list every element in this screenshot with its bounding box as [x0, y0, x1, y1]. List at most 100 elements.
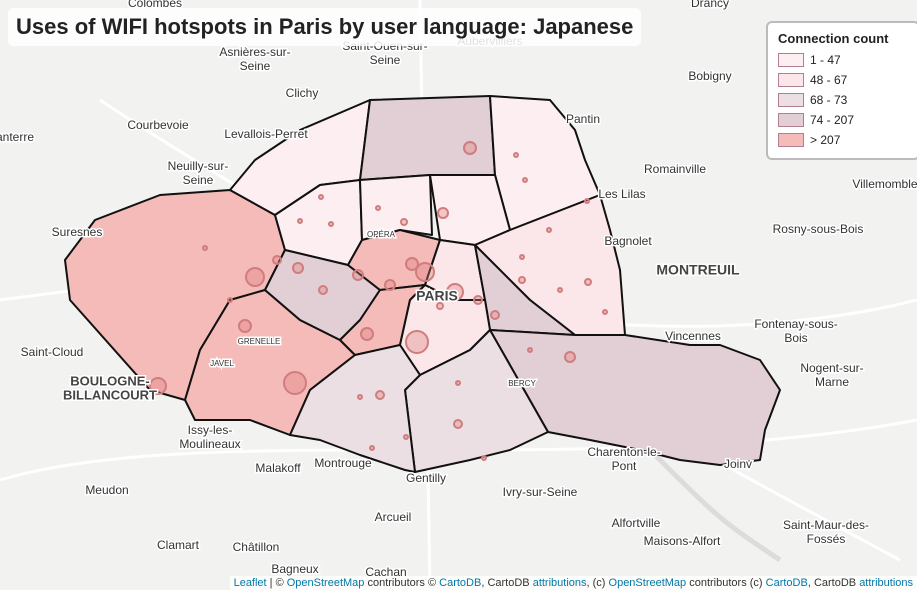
place-label: Romainville	[644, 162, 706, 176]
attribution-text: , CartoDB	[807, 577, 860, 589]
place-label: Rosny-sous-Bois	[773, 222, 864, 236]
place-label: anterre	[0, 130, 34, 144]
attribution-link[interactable]: CartoDB	[765, 577, 808, 589]
place-label: Seine	[240, 59, 271, 73]
hotspot	[292, 262, 304, 274]
hotspot	[490, 310, 500, 320]
hotspot	[473, 295, 483, 305]
place-label: PARIS	[416, 288, 458, 304]
hotspot	[272, 255, 282, 265]
hotspot	[245, 267, 265, 287]
hotspot	[602, 309, 608, 315]
place-label: Asnières-sur-	[219, 45, 290, 59]
attribution-link[interactable]: Leaflet	[233, 577, 267, 589]
place-label: Maisons-Alfort	[644, 534, 721, 548]
place-label: Saint-Maur-des-	[783, 518, 869, 532]
place-label: Charenton-le-	[587, 445, 660, 459]
hotspot	[527, 347, 533, 353]
place-label: OPÉRA	[367, 230, 396, 239]
place-label: Moulineaux	[179, 437, 240, 451]
hotspot	[238, 319, 252, 333]
place-label: Bois	[784, 331, 807, 345]
hotspot	[352, 269, 364, 281]
place-label: MONTREUIL	[656, 262, 740, 278]
hotspot	[584, 278, 592, 286]
legend-swatch	[778, 93, 804, 107]
legend-item: 68 - 73	[778, 90, 908, 110]
place-label: Ivry-sur-Seine	[503, 485, 578, 499]
legend-swatch	[778, 73, 804, 87]
place-label: Bagnolet	[604, 234, 652, 248]
attribution-link[interactable]: CartoDB	[439, 577, 482, 589]
place-label: Montrouge	[314, 456, 372, 470]
hotspot	[149, 377, 167, 395]
place-label: Fossés	[807, 532, 846, 546]
hotspot	[227, 297, 233, 303]
legend-item: 48 - 67	[778, 70, 908, 90]
place-label: Pont	[612, 459, 637, 473]
place-label: Saint-Cloud	[21, 345, 84, 359]
place-label: Colombes	[128, 0, 182, 10]
legend-item: 1 - 47	[778, 50, 908, 70]
attribution-text: contributors (c)	[686, 577, 766, 589]
attribution-text: , CartoDB	[481, 577, 533, 589]
place-label: Les Lilas	[598, 187, 645, 201]
place-label: Clamart	[157, 538, 200, 552]
attribution-link[interactable]: OpenStreetMap	[608, 577, 687, 589]
attribution-link[interactable]: OpenStreetMap	[286, 577, 365, 589]
place-label: Nogent-sur-	[800, 361, 863, 375]
hotspot	[360, 327, 374, 341]
place-label: GRENELLE	[238, 337, 281, 346]
place-label: Seine	[183, 173, 214, 187]
hotspot	[318, 285, 328, 295]
attribution-text: | ©	[266, 577, 287, 589]
hotspot	[405, 257, 419, 271]
place-label: Villemomble	[852, 177, 917, 191]
hotspot	[481, 455, 487, 461]
place-label: Malakoff	[255, 461, 301, 475]
arrondissement	[359, 95, 496, 181]
legend-item: 74 - 207	[778, 110, 908, 130]
legend-label: 68 - 73	[810, 93, 848, 107]
place-label: Bagneux	[271, 562, 318, 576]
hotspot	[584, 198, 590, 204]
hotspot	[375, 390, 385, 400]
hotspot	[557, 287, 563, 293]
hotspot	[455, 380, 461, 386]
place-label: Gentilly	[406, 471, 446, 485]
place-label: Châtillon	[233, 540, 280, 554]
hotspot	[405, 330, 429, 354]
hotspot	[522, 177, 528, 183]
arrondissement	[359, 174, 433, 241]
place-label: Alfortville	[612, 516, 661, 530]
hotspot	[546, 227, 552, 233]
place-label: BERCY	[508, 379, 536, 388]
attribution-link[interactable]: attributions	[859, 577, 913, 589]
hotspot	[518, 276, 526, 284]
place-label: Drancy	[691, 0, 729, 10]
legend-swatch	[778, 133, 804, 147]
legend-label: 48 - 67	[810, 73, 848, 87]
legend: Connection count 1 - 47 48 - 67 68 - 73 74 -…	[766, 21, 917, 160]
hotspot	[436, 302, 444, 310]
place-label: BILLANCOURT	[63, 387, 157, 402]
place-label: Vincennes	[665, 329, 721, 343]
hotspot	[297, 218, 303, 224]
legend-label: > 207	[810, 133, 841, 147]
legend-swatch	[778, 113, 804, 127]
hotspot	[357, 394, 363, 400]
attribution-link[interactable]: attributions	[532, 577, 587, 589]
place-label: Marne	[815, 375, 849, 389]
hotspot	[446, 283, 464, 301]
legend-label: 1 - 47	[810, 53, 841, 67]
place-label: Seine	[370, 53, 401, 67]
hotspot	[513, 152, 519, 158]
place-label: Joinv	[724, 457, 752, 471]
arrondissements	[64, 95, 781, 473]
legend-label: 74 - 207	[810, 113, 855, 127]
hotspot	[369, 445, 375, 451]
hotspots	[149, 141, 608, 461]
arrondissement	[489, 329, 781, 466]
